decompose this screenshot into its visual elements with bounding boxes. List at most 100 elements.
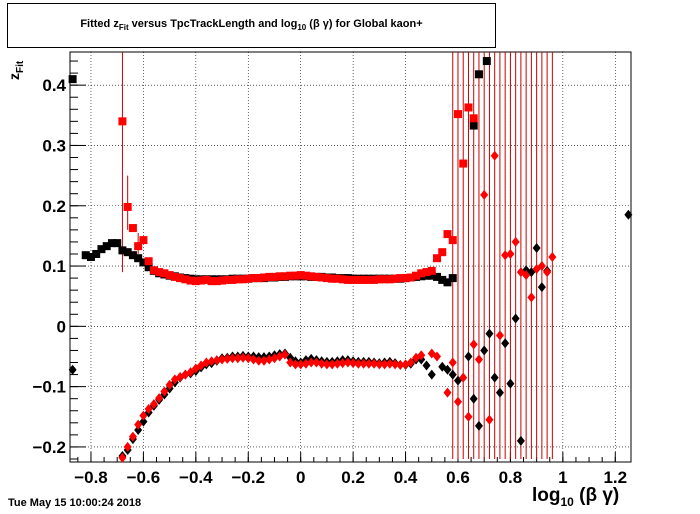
square-marker (128, 251, 137, 260)
diamond-marker (338, 358, 347, 369)
square-marker (474, 70, 483, 79)
square-marker (469, 121, 478, 130)
diamond-marker (443, 364, 452, 375)
square-marker (86, 253, 95, 261)
square-marker (134, 242, 143, 251)
y-tick-label: 0.2 (42, 197, 66, 216)
diamond-marker (532, 242, 541, 253)
square-marker (412, 271, 421, 280)
square-marker (443, 278, 452, 287)
diamond-marker (495, 330, 504, 341)
diamond-marker (469, 393, 478, 404)
diamond-marker (516, 435, 525, 446)
diamond-marker (291, 359, 300, 370)
diamond-marker (202, 357, 211, 368)
square-marker (113, 239, 122, 248)
x-axis-label: log10 (β γ) (532, 485, 620, 509)
diamond-marker (244, 353, 253, 364)
y-tick-label: 0.1 (42, 257, 66, 276)
square-marker (354, 275, 363, 284)
diamond-marker (480, 345, 489, 356)
diamond-marker (522, 270, 531, 281)
diamond-marker (155, 393, 164, 404)
diamond-marker (149, 399, 158, 410)
diamond-marker (233, 353, 242, 364)
square-marker (406, 273, 415, 282)
square-marker (191, 277, 200, 286)
square-marker (144, 257, 153, 266)
diamond-marker (207, 356, 216, 367)
square-marker (307, 272, 316, 281)
diamond-marker (391, 359, 400, 370)
diamond-marker (385, 358, 394, 369)
diamond-marker (543, 267, 552, 278)
square-marker (333, 274, 342, 283)
diamond-marker (68, 364, 77, 375)
square-marker (149, 266, 158, 275)
y-tick-label: 0.4 (42, 76, 66, 95)
diamond-marker (322, 359, 331, 370)
square-marker (81, 251, 90, 260)
diamond-marker (280, 349, 289, 360)
square-marker (338, 275, 347, 284)
diamond-marker (359, 358, 368, 369)
square-marker (364, 275, 373, 284)
square-marker (301, 271, 310, 280)
diamond-marker (128, 431, 137, 442)
diamond-marker (459, 372, 468, 383)
diamond-marker (239, 352, 248, 363)
diamond-marker (265, 354, 274, 365)
square-marker (417, 269, 426, 278)
diamond-marker (118, 452, 127, 463)
square-marker (244, 274, 253, 283)
diamond-marker (501, 338, 510, 349)
square-marker (291, 271, 300, 280)
square-marker (265, 272, 274, 281)
square-marker (396, 274, 405, 283)
square-marker (438, 275, 447, 284)
square-marker (275, 272, 284, 281)
square-marker (280, 272, 289, 281)
diamond-marker (134, 419, 143, 430)
square-marker (97, 245, 106, 254)
square-marker (391, 274, 400, 283)
diamond-marker (448, 369, 457, 380)
square-marker (118, 246, 127, 255)
square-marker (448, 274, 457, 283)
square-marker (207, 277, 216, 286)
diamond-marker (548, 252, 557, 262)
diamond-marker (464, 351, 473, 362)
square-marker (385, 275, 394, 284)
square-marker (212, 277, 221, 286)
diamond-marker (380, 359, 389, 370)
square-marker (359, 275, 368, 284)
diamond-marker (537, 282, 546, 293)
chart-title-box: Fitted zFit versus TpcTrackLength and lo… (7, 3, 496, 48)
y-tick-label: −0.1 (32, 378, 66, 397)
diamond-marker (186, 367, 195, 378)
square-marker (123, 202, 132, 211)
square-marker (228, 275, 237, 284)
x-tick-label: 1 (558, 468, 567, 487)
diamond-marker (317, 358, 326, 369)
diamond-marker (249, 354, 258, 365)
y-axis-label: zFit (6, 60, 26, 80)
diamond-marker (165, 379, 174, 390)
diamond-marker (144, 403, 153, 414)
square-marker (286, 271, 295, 280)
square-marker (443, 230, 452, 239)
diamond-marker (139, 410, 148, 421)
diamond-marker (490, 372, 499, 383)
square-marker (270, 272, 279, 281)
square-marker (427, 266, 436, 275)
square-marker (370, 275, 379, 284)
square-marker (128, 224, 137, 233)
square-marker (223, 275, 232, 284)
square-marker (427, 271, 436, 280)
x-tick-label: 0.8 (499, 468, 523, 487)
diamond-marker (495, 387, 504, 398)
square-marker (181, 275, 190, 284)
square-marker (249, 274, 258, 283)
square-marker (433, 272, 442, 281)
